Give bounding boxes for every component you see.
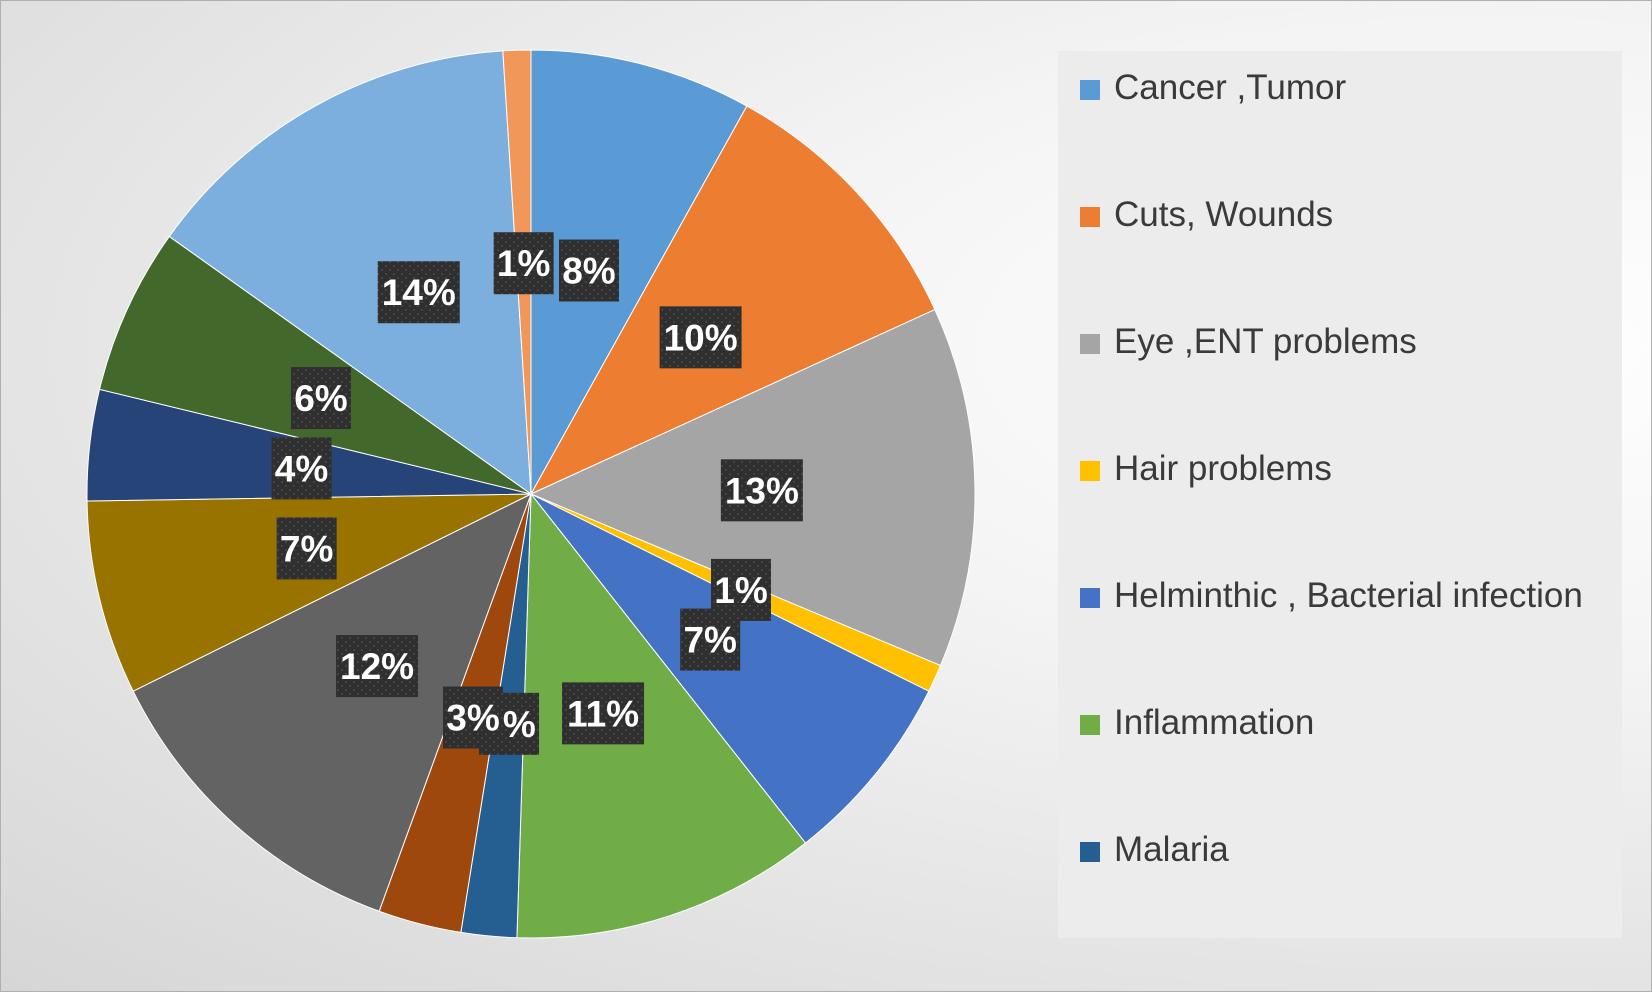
data-label: 13% xyxy=(720,459,803,522)
data-label: 6% xyxy=(290,367,351,430)
data-label-box xyxy=(276,517,337,580)
data-label: 1% xyxy=(493,232,554,295)
legend-label: Helminthic , Bacterial infection xyxy=(1114,576,1583,615)
data-label-text: 14% xyxy=(382,272,456,313)
data-label-box xyxy=(271,437,332,500)
legend-swatch xyxy=(1080,461,1100,481)
data-label-text: 4% xyxy=(275,448,328,489)
legend-swatch xyxy=(1080,207,1100,227)
legend-label: Inflammation xyxy=(1114,703,1315,742)
legend-label: Hair problems xyxy=(1114,449,1332,488)
data-label-text: 1% xyxy=(714,570,767,611)
legend: Cancer ,Tumor Cuts, Wounds Eye ,ENT prob… xyxy=(1058,51,1622,938)
pie-slice xyxy=(516,492,807,939)
data-label-box xyxy=(290,367,351,430)
pie-slice xyxy=(98,235,532,495)
pie-slice xyxy=(530,49,748,496)
legend-swatch xyxy=(1080,334,1100,354)
data-label-text: 7% xyxy=(280,528,333,569)
data-label: 3% xyxy=(443,686,504,749)
pie-slice xyxy=(168,50,532,496)
legend-label: Malaria xyxy=(1114,830,1229,869)
data-label-box xyxy=(493,232,554,295)
data-label: 7% xyxy=(680,608,741,671)
data-label-box xyxy=(336,635,419,698)
data-label-box xyxy=(659,306,742,369)
data-label: 11% xyxy=(562,682,645,745)
data-label-text: 8% xyxy=(562,251,615,292)
data-label-text: 12% xyxy=(340,646,414,687)
data-label-box xyxy=(680,608,741,671)
data-label-box xyxy=(720,459,803,522)
data-label-text: 11% xyxy=(567,693,639,734)
data-label: 12% xyxy=(336,635,419,698)
data-label-text: 7% xyxy=(683,620,736,661)
pie-slice xyxy=(132,492,532,912)
data-label-text: 6% xyxy=(294,378,347,419)
data-label-box xyxy=(377,261,460,324)
pie-slice xyxy=(86,493,532,692)
data-label-box xyxy=(558,239,619,302)
data-label: 8% xyxy=(558,239,619,302)
legend-swatch xyxy=(1080,842,1100,862)
pie-slice xyxy=(529,105,936,496)
data-label-text: 3% xyxy=(446,697,499,738)
data-label-text: 13% xyxy=(725,470,799,511)
legend-swatch xyxy=(1080,715,1100,735)
data-label: 4% xyxy=(271,437,332,500)
data-label-box xyxy=(562,682,645,745)
legend-label: Eye ,ENT problems xyxy=(1114,322,1417,361)
data-label: 14% xyxy=(377,261,460,324)
data-label: 10% xyxy=(659,306,742,369)
legend-label: Cuts, Wounds xyxy=(1114,195,1334,234)
data-label: 7% xyxy=(276,517,337,580)
legend-swatch xyxy=(1080,588,1100,608)
data-label-text: 1% xyxy=(497,243,550,284)
legend-swatch xyxy=(1080,80,1100,100)
data-label-text: 10% xyxy=(664,317,738,358)
legend-label: Cancer ,Tumor xyxy=(1114,68,1347,107)
data-label-box xyxy=(443,686,504,749)
